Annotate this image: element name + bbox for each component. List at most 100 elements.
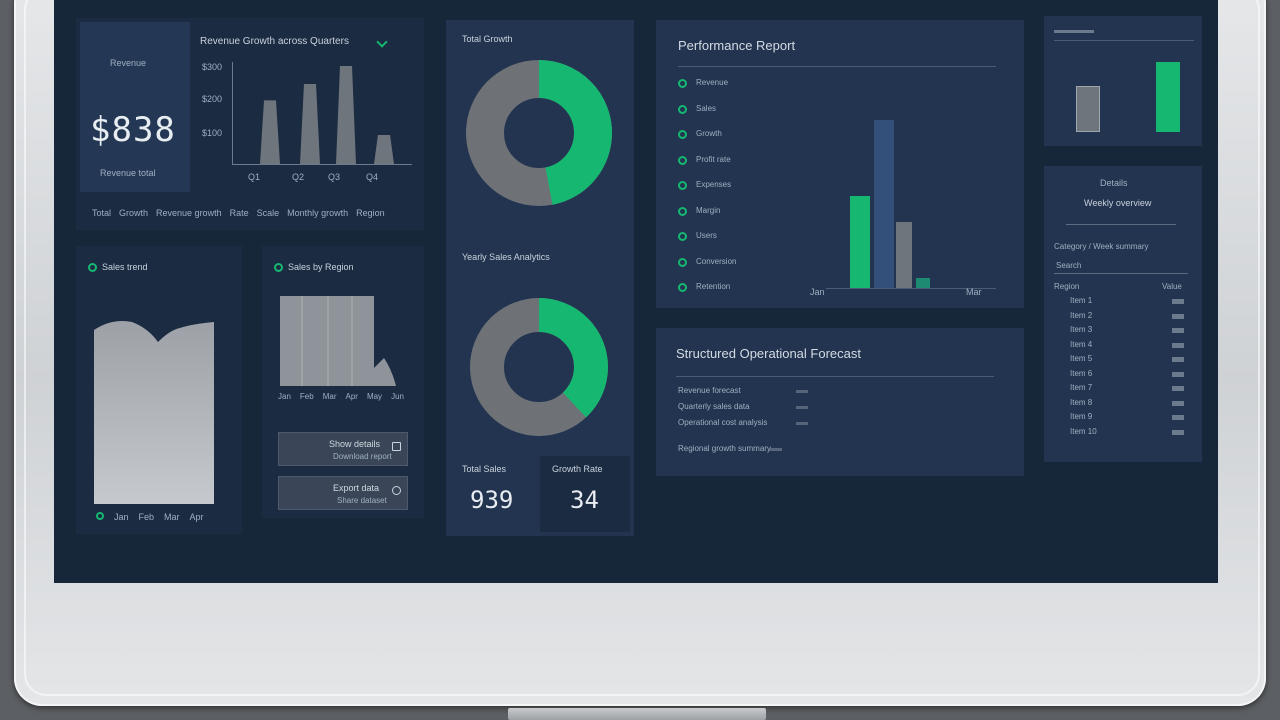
show-details-label: Show details [329, 439, 381, 449]
stat-label: Total Sales [462, 464, 507, 474]
table-cell: Item 9 [1070, 412, 1093, 421]
show-details-button[interactable]: Show details Download report [278, 432, 408, 466]
table-value-bar [1172, 313, 1184, 319]
sales-region-x-tick: Feb [299, 392, 314, 401]
table-row[interactable]: Item 5 [1058, 354, 1188, 366]
stat-growth-rate[interactable]: Growth Rate 34 [540, 456, 630, 532]
sales-region-title: Sales by Region [288, 262, 354, 272]
mini-chart-divider [1054, 40, 1194, 41]
revenue-x-tick: Q2 [292, 172, 305, 182]
performance-list-item[interactable]: Expenses [678, 180, 798, 192]
share-icon [392, 486, 401, 495]
revenue-footer-item: Total [92, 208, 112, 218]
sales-trend-footer-item: Apr [189, 512, 204, 522]
table-row[interactable]: Item 9 [1058, 412, 1188, 424]
table-row[interactable]: Item 10 [1058, 427, 1188, 439]
table-row[interactable]: Item 4 [1058, 340, 1188, 352]
performance-list-item[interactable]: Conversion [678, 257, 798, 269]
table-row[interactable]: Item 3 [1058, 325, 1188, 337]
revenue-footer-item: Growth [119, 208, 149, 218]
sales-region-panel: Sales by Region Jan Feb Mar Apr May Jun … [262, 246, 424, 518]
table-search-placeholder: Search [1056, 261, 1082, 270]
status-dot-icon [678, 155, 687, 165]
forecast-title-divider [676, 376, 994, 377]
mini-bar [1156, 62, 1180, 132]
revenue-footer-item: Rate [229, 208, 249, 218]
status-dot-icon [678, 130, 687, 139]
forecast-row: Quarterly sales data [678, 402, 998, 414]
revenue-footer-item: Monthly growth [287, 208, 349, 218]
revenue-footer-item: Region [356, 208, 385, 218]
forecast-row-label: Revenue forecast [678, 386, 741, 395]
revenue-panel: Revenue $838 Revenue total Revenue Growt… [76, 18, 424, 230]
performance-item-label: Growth [696, 129, 722, 138]
table-column-header: Region [1054, 282, 1080, 291]
table-row[interactable]: Item 2 [1058, 311, 1188, 323]
performance-item-label: Retention [696, 282, 731, 291]
performance-list-item[interactable]: Retention [678, 282, 798, 294]
table-cell: Item 3 [1070, 325, 1093, 334]
growth-donut-panel: Total Growth Yearly Sales Analytics Tota… [446, 20, 634, 536]
status-dot-icon [678, 79, 687, 88]
table-row[interactable]: Item 7 [1058, 383, 1188, 395]
copy-icon [392, 442, 401, 451]
revenue-y-tick: $100 [202, 128, 223, 138]
performance-item-label: Conversion [696, 256, 737, 266]
revenue-kpi-sublabel: Revenue total [100, 168, 156, 178]
forecast-row-value-bar [770, 448, 782, 451]
performance-x-label: Mar [966, 287, 982, 297]
forecast-row-value-bar [796, 390, 808, 393]
table-value-bar [1172, 357, 1184, 362]
table-row[interactable]: Item 6 [1058, 369, 1188, 381]
table-value-bar [1172, 386, 1184, 391]
revenue-kpi-card[interactable]: Revenue $838 Revenue total [80, 22, 190, 192]
sales-trend-footer: Jan Feb Mar Apr [96, 512, 204, 522]
forecast-row-value-bar [796, 422, 808, 425]
revenue-y-axis [232, 62, 233, 164]
revenue-x-tick: Q3 [328, 172, 341, 182]
performance-item-label: Revenue [696, 78, 729, 87]
table-search-input[interactable]: Search [1054, 260, 1188, 274]
export-data-sublabel: Share dataset [337, 496, 387, 505]
performance-list-item[interactable]: Growth [678, 129, 798, 141]
table-cell: Item 1 [1070, 296, 1093, 305]
forecast-row-label: Regional growth summary [678, 444, 771, 453]
revenue-x-axis [232, 164, 412, 165]
performance-title: Performance Report [678, 38, 796, 53]
stat-total-sales[interactable]: Total Sales 939 [450, 456, 536, 532]
revenue-bar-chart [240, 62, 408, 164]
performance-list-item[interactable]: Revenue [678, 78, 798, 90]
dashboard-screen: Revenue $838 Revenue total Revenue Growt… [54, 0, 1218, 583]
stat-value: 34 [570, 486, 599, 514]
performance-list-item[interactable]: Profit rate [678, 155, 798, 167]
table-subtitle: Weekly overview [1084, 198, 1152, 208]
performance-bar [874, 120, 894, 288]
forecast-summary-panel: Structured Operational Forecast Revenue … [656, 328, 1024, 476]
sales-region-histogram [280, 296, 396, 386]
performance-list-item[interactable]: Margin [678, 206, 798, 218]
status-dot-icon [678, 257, 687, 267]
performance-report-panel: Performance Report Revenue Sales Growth Pro… [656, 20, 1024, 308]
status-dot-icon [678, 232, 687, 241]
performance-bar-chart [836, 120, 986, 288]
sales-region-x-ticks: Jan Feb Mar Apr May Jun [278, 392, 404, 401]
performance-bar [916, 277, 930, 288]
revenue-footer: Total Growth Revenue growth Rate Scale M… [92, 208, 422, 218]
donut-value-slice [466, 60, 612, 206]
table-value-bar [1172, 299, 1184, 304]
export-data-button[interactable]: Export data Share dataset [278, 476, 408, 510]
performance-list-item[interactable]: Users [678, 231, 798, 243]
mini-bar [1076, 85, 1100, 132]
table-row[interactable]: Item 1 [1058, 296, 1188, 308]
performance-item-label: Sales [696, 103, 717, 113]
performance-list-item[interactable]: Sales [678, 104, 798, 116]
table-value-bar [1172, 342, 1184, 348]
monitor-stand [508, 708, 766, 720]
sales-trend-footer-item: Mar [164, 512, 180, 522]
sales-region-x-tick: Jun [391, 392, 404, 401]
donut-value-slice [470, 298, 608, 436]
sales-region-status-icon [274, 263, 283, 272]
table-row[interactable]: Item 8 [1058, 398, 1188, 410]
status-dot-icon [678, 181, 687, 190]
performance-item-label: Margin [696, 205, 721, 215]
